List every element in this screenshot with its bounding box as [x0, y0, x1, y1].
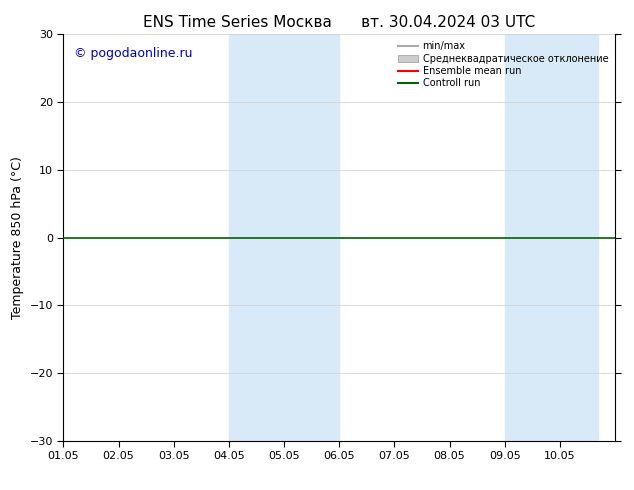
Legend: min/max, Среднеквадратическое отклонение, Ensemble mean run, Controll run: min/max, Среднеквадратическое отклонение…: [396, 39, 610, 90]
Bar: [284, 34, 339, 441]
Y-axis label: Temperature 850 hPa (°C): Temperature 850 hPa (°C): [11, 156, 24, 319]
Bar: [505, 34, 560, 441]
Bar: [560, 34, 598, 441]
Text: © pogodaonline.ru: © pogodaonline.ru: [74, 47, 193, 59]
Title: ENS Time Series Москва      вт. 30.04.2024 03 UTC: ENS Time Series Москва вт. 30.04.2024 03…: [143, 15, 535, 30]
Bar: [229, 34, 284, 441]
